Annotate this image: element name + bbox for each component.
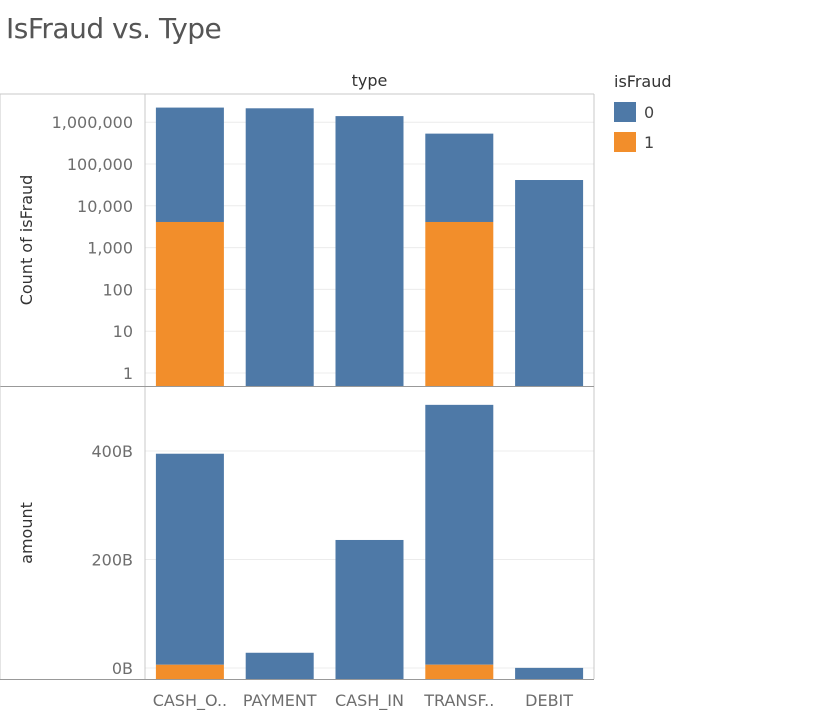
bar-amount-3-isfraud-0 [425,404,494,665]
column-header: type [352,71,388,90]
xtick-label-1: PAYMENT [243,691,317,710]
ytick-label-count-6: 1,000,000 [52,113,133,132]
legend-title: isFraud [614,72,672,91]
ytick-label-count-4: 10,000 [77,197,133,216]
bar-count-4-isfraud-0 [515,180,584,386]
legend-item-0[interactable]: 0 [614,97,672,127]
legend-swatch-0 [614,102,636,122]
legend-swatch-1 [614,132,636,152]
legend-item-1[interactable]: 1 [614,127,672,157]
xtick-label-4: DEBIT [525,691,573,710]
bar-amount-3-isfraud-1 [425,664,494,679]
bar-count-2-isfraud-0 [335,116,404,386]
ytick-label-amount-0: 0B [112,659,133,678]
ytick-label-count-0: 1 [123,364,133,383]
bar-count-0-isfraud-1 [155,221,224,386]
ytick-label-count-5: 100,000 [67,155,133,174]
ylabel-count: Count of isFraud [17,175,36,306]
page-title: IsFraud vs. Type [6,12,222,45]
bar-amount-0-isfraud-1 [155,664,224,679]
xtick-label-2: CASH_IN [335,691,404,711]
bar-amount-2-isfraud-0 [335,539,404,679]
ytick-label-count-1: 10 [113,322,133,341]
bar-count-1-isfraud-0 [245,108,314,387]
ytick-label-amount-2: 400B [91,442,133,461]
bar-count-0-isfraud-0 [155,107,224,222]
legend: isFraud 0 1 [614,72,672,157]
ytick-label-amount-1: 200B [91,551,133,570]
ytick-label-count-2: 100 [102,280,133,299]
bar-amount-1-isfraud-0 [245,652,314,679]
ytick-label-count-3: 1,000 [87,239,133,258]
legend-label-0: 0 [644,102,655,122]
xtick-label-0: CASH_O.. [153,691,227,711]
xtick-label-3: TRANSF.. [423,691,494,710]
bar-amount-0-isfraud-0 [155,453,224,665]
bar-amount-4-isfraud-0 [515,667,584,679]
bar-count-3-isfraud-1 [425,221,494,386]
bar-count-3-isfraud-0 [425,133,494,222]
legend-label-1: 1 [644,132,655,152]
ylabel-amount: amount [17,502,36,564]
